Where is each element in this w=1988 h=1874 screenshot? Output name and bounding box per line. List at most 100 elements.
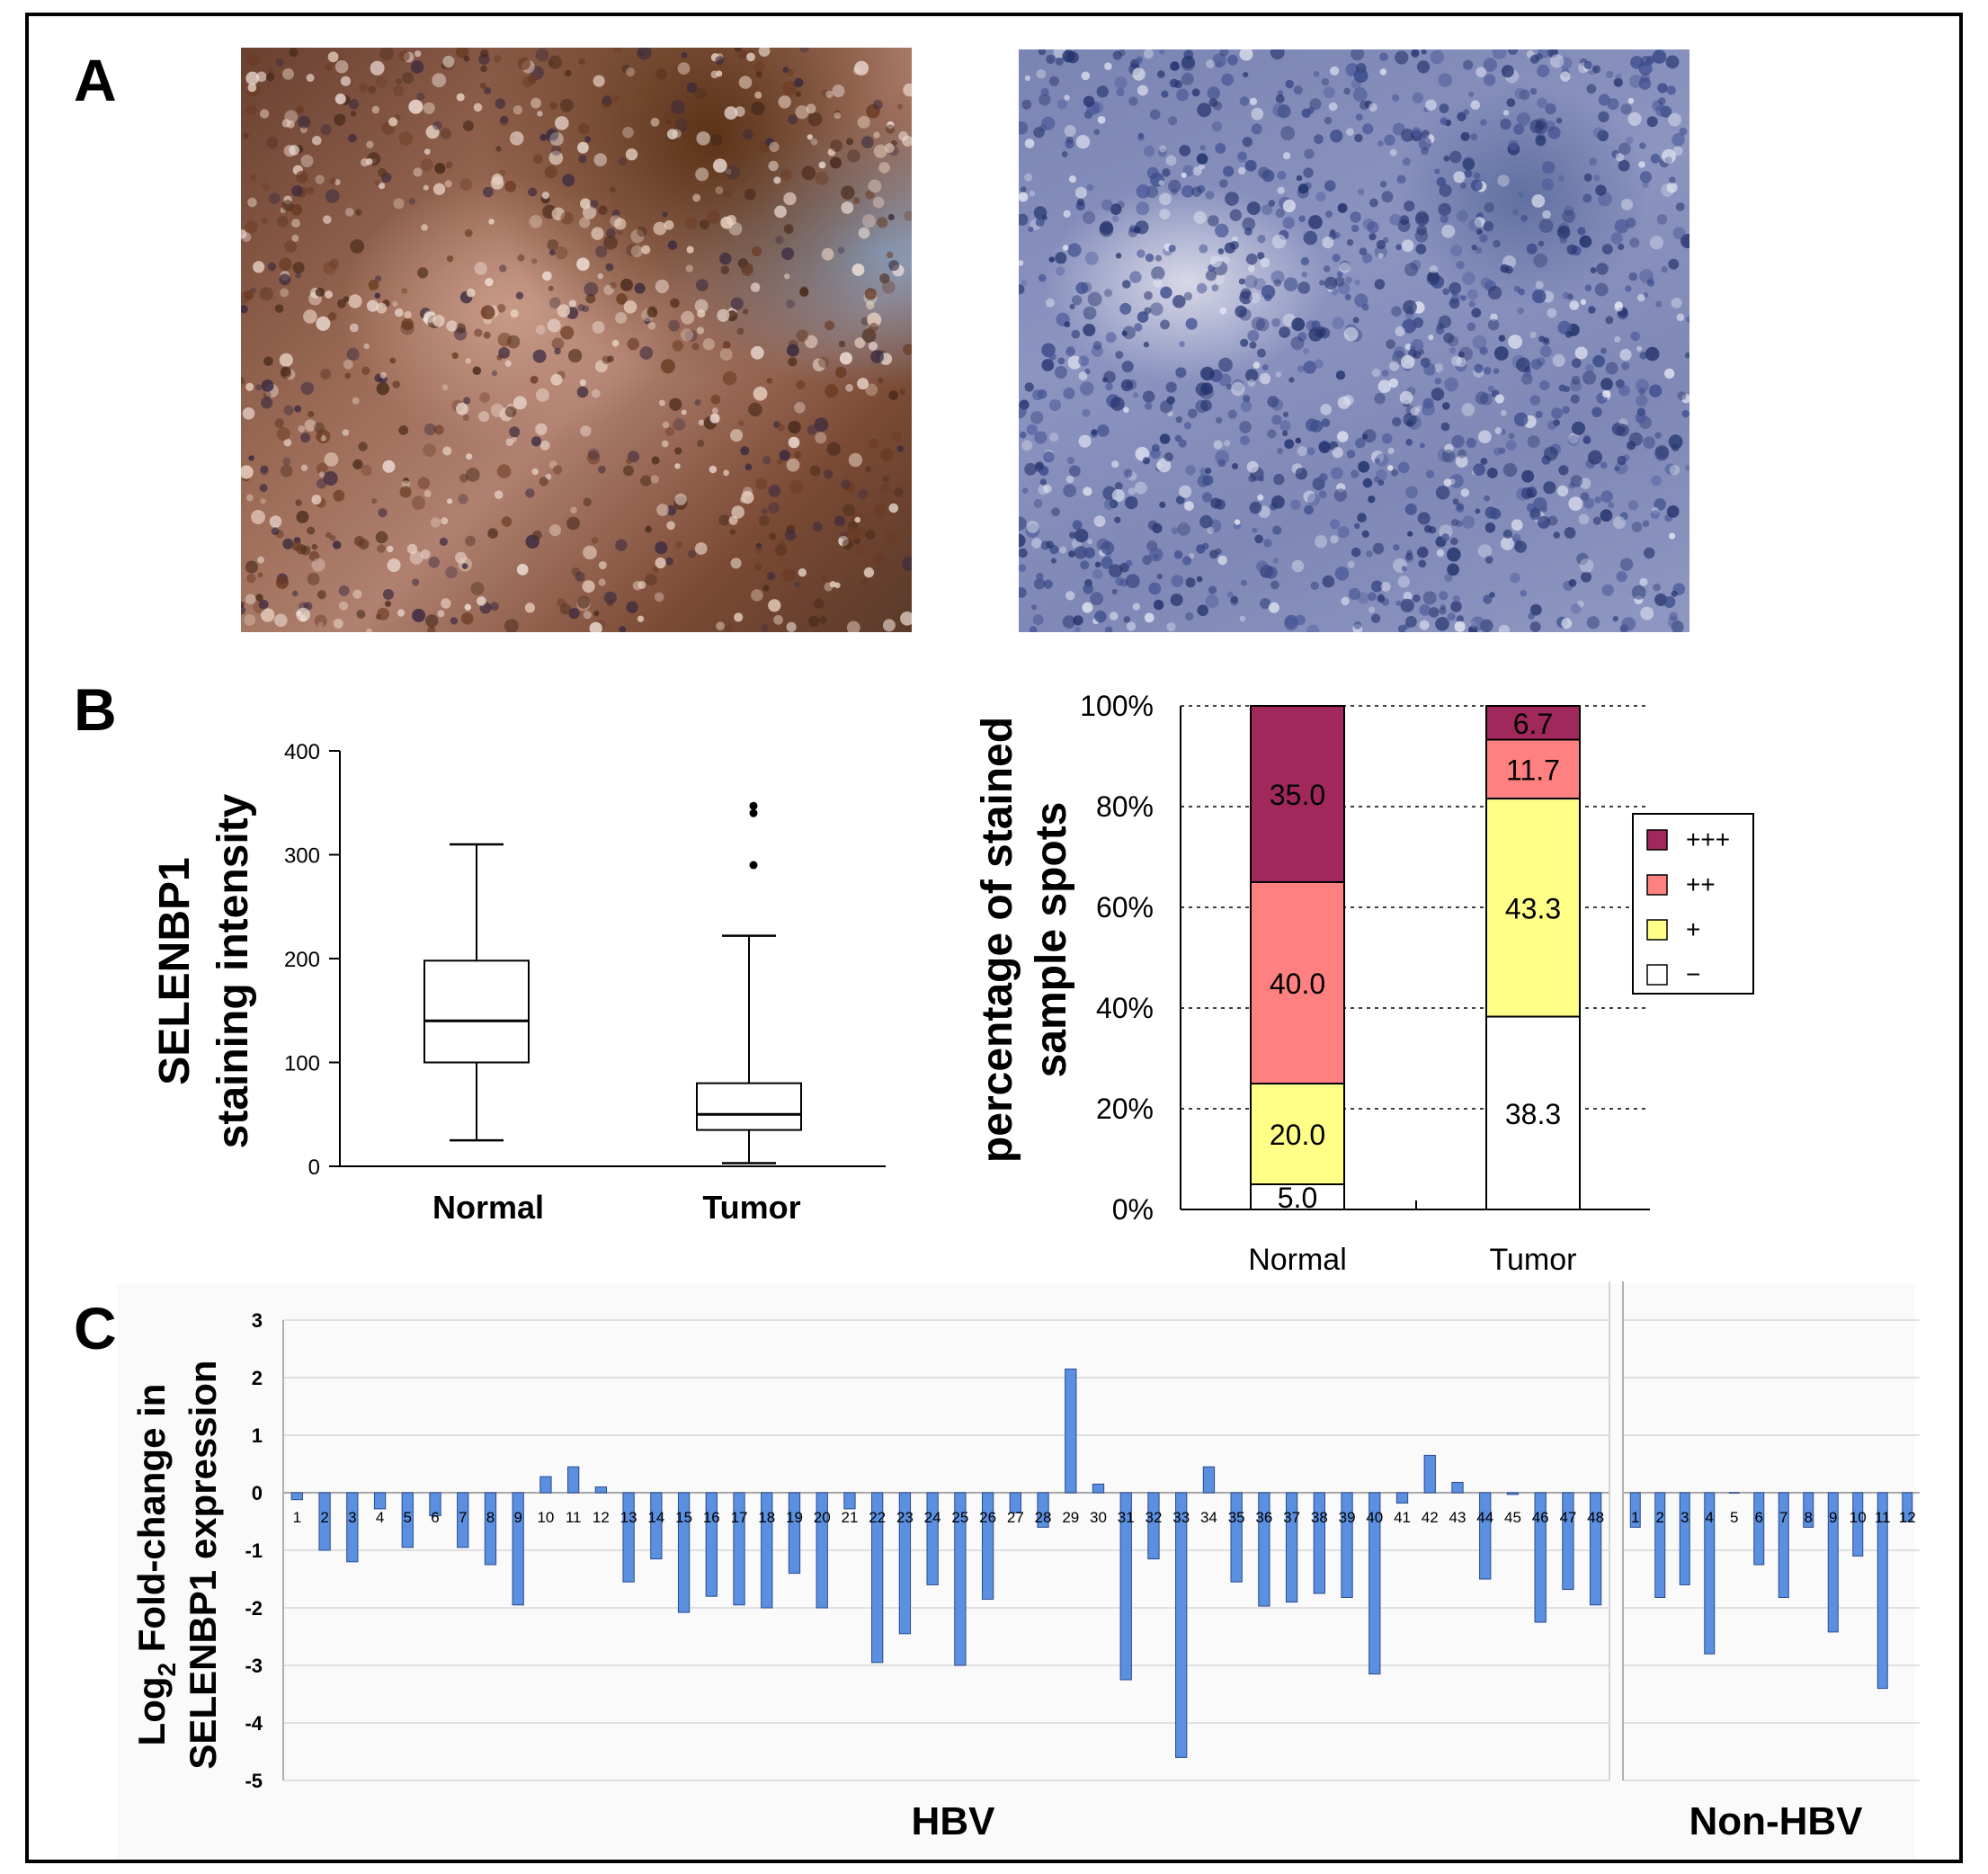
fold-ytick-label-1: 1 <box>252 1424 263 1447</box>
fold-category-label-hbv-27: 27 <box>1007 1509 1024 1526</box>
legend-label-minus: − <box>1686 960 1700 988</box>
fold-ytick-label--4: -4 <box>245 1712 263 1735</box>
fold-bar-non-hbv-11 <box>1877 1492 1888 1690</box>
fold-category-label-hbv-10: 10 <box>537 1509 554 1526</box>
fold-bar-hbv-12 <box>594 1486 608 1494</box>
stacked-ytick-label-60: 60% <box>1096 891 1154 924</box>
fold-category-label-non-hbv-11: 11 <box>1875 1509 1891 1526</box>
legend-swatch-plus3 <box>1646 829 1668 851</box>
boxplot-xlabel-tumor: Tumor <box>702 1189 800 1226</box>
fold-bar-non-hbv-3 <box>1679 1492 1690 1585</box>
fold-ytick-label--1: -1 <box>245 1539 263 1562</box>
figure-frame <box>25 13 1963 1863</box>
fold-bar-non-hbv-9 <box>1827 1492 1839 1633</box>
fold-category-label-non-hbv-3: 3 <box>1680 1509 1689 1526</box>
fold-category-label-hbv-9: 9 <box>513 1509 522 1526</box>
fold-bar-hbv-43 <box>1451 1481 1464 1494</box>
fold-bar-hbv-19 <box>788 1492 801 1575</box>
fold-category-label-hbv-2: 2 <box>320 1509 328 1526</box>
fold-category-label-non-hbv-10: 10 <box>1850 1509 1867 1526</box>
fold-category-label-hbv-13: 13 <box>620 1509 637 1526</box>
fold-bar-hbv-14 <box>650 1492 663 1560</box>
boxplot-xlabel-normal: Normal <box>432 1189 544 1226</box>
fold-bar-hbv-21 <box>843 1492 856 1510</box>
box-tumor-outlier-0 <box>749 861 758 870</box>
fold-category-label-hbv-30: 30 <box>1090 1509 1107 1526</box>
legend-swatch-minus <box>1646 964 1668 986</box>
fold-category-label-hbv-17: 17 <box>731 1509 748 1526</box>
stacked-legend: +++ ++ + − <box>1632 813 1754 995</box>
boxplot-ytick-label-0: 0 <box>308 1156 320 1180</box>
fold-bar-hbv-18 <box>761 1492 773 1609</box>
fold-category-label-hbv-26: 26 <box>979 1509 996 1526</box>
fold-bar-hbv-5 <box>401 1492 414 1548</box>
stacked-bar-label-tumor-seg-2: 11.7 <box>1506 754 1560 786</box>
stacked-bar-label-normal-seg-2: 40.0 <box>1270 968 1325 1000</box>
fold-bar-hbv-11 <box>567 1466 580 1494</box>
boxplot-chart: SELENBP1 staining intensity 0 100 200 300 40… <box>151 740 886 1226</box>
fold-category-label-hbv-6: 6 <box>431 1509 439 1526</box>
fold-bar-hbv-33 <box>1175 1492 1188 1758</box>
fold-bar-hbv-41 <box>1395 1492 1409 1504</box>
fold-bar-hbv-45 <box>1506 1492 1520 1495</box>
fold-category-label-hbv-14: 14 <box>647 1509 664 1526</box>
stacked-bar-label-normal-seg-3: 35.0 <box>1270 779 1325 811</box>
fold-category-label-hbv-33: 33 <box>1172 1509 1190 1526</box>
legend-label-plus1: + <box>1686 915 1700 943</box>
fold-category-label-non-hbv-2: 2 <box>1656 1509 1664 1526</box>
fold-category-label-hbv-41: 41 <box>1394 1509 1411 1526</box>
fold-category-label-hbv-43: 43 <box>1449 1509 1466 1526</box>
fold-bar-hbv-37 <box>1285 1492 1298 1603</box>
stacked-ytick-label-20: 20% <box>1096 1093 1154 1125</box>
fold-bar-hbv-31 <box>1119 1492 1132 1681</box>
fold-ylabel-line1: Log2 Fold-change in <box>130 1384 181 1746</box>
fold-bar-hbv-16 <box>705 1492 718 1597</box>
fold-category-label-hbv-34: 34 <box>1200 1509 1217 1526</box>
fold-bar-hbv-27 <box>1009 1492 1021 1513</box>
stacked-bar-label-tumor-seg-0: 38.3 <box>1505 1098 1561 1130</box>
fold-category-label-non-hbv-9: 9 <box>1829 1509 1837 1526</box>
fold-bar-hbv-15 <box>677 1492 691 1613</box>
legend-swatch-plus2 <box>1646 874 1668 896</box>
fold-ytick-label--5: -5 <box>245 1770 263 1792</box>
legend-swatch-plus1 <box>1646 919 1668 941</box>
stacked-bar-tumor-seg-1 <box>1485 798 1581 1018</box>
stacked-bar-label-tumor-seg-3: 6.7 <box>1513 708 1553 740</box>
fold-category-label-hbv-42: 42 <box>1422 1509 1439 1526</box>
boxplot-ylabel-line2: staining intensity <box>209 793 257 1148</box>
fold-category-label-hbv-11: 11 <box>566 1509 582 1526</box>
stacked-bar-label-normal-seg-0: 5.0 <box>1278 1182 1317 1214</box>
boxplot-ytick-label-300: 300 <box>284 844 320 869</box>
stacked-bar-chart: percentage of stained sample spots 0% 20%… <box>974 690 1754 1277</box>
fold-bar-non-hbv-1 <box>1629 1492 1641 1528</box>
panel-label-c: C <box>74 1295 117 1361</box>
fold-bar-hbv-46 <box>1534 1492 1547 1623</box>
fold-bar-non-hbv-8 <box>1803 1492 1814 1528</box>
stacked-bar-label-normal-seg-1: 20.0 <box>1270 1119 1325 1151</box>
fold-category-label-hbv-36: 36 <box>1255 1509 1272 1526</box>
fold-bar-hbv-34 <box>1202 1466 1216 1494</box>
fold-category-label-non-hbv-12: 12 <box>1899 1509 1916 1526</box>
fold-category-label-hbv-46: 46 <box>1532 1509 1549 1526</box>
fold-category-label-hbv-35: 35 <box>1228 1509 1245 1526</box>
fold-bar-non-hbv-2 <box>1654 1492 1666 1598</box>
fold-category-label-hbv-47: 47 <box>1559 1509 1576 1526</box>
fold-bar-hbv-29 <box>1065 1368 1077 1494</box>
fold-category-label-hbv-8: 8 <box>486 1509 495 1526</box>
fold-category-label-hbv-18: 18 <box>758 1509 775 1526</box>
fold-category-label-hbv-19: 19 <box>786 1509 803 1526</box>
fold-category-label-non-hbv-6: 6 <box>1755 1509 1763 1526</box>
fold-bar-hbv-22 <box>871 1492 884 1664</box>
fold-bar-hbv-9 <box>512 1492 524 1606</box>
fold-bar-hbv-47 <box>1562 1492 1574 1591</box>
fold-bar-hbv-17 <box>733 1492 745 1606</box>
boxplot-ytick-label-200: 200 <box>284 948 320 972</box>
stacked-xlabel-normal: Normal <box>1248 1243 1347 1277</box>
legend-label-plus3: +++ <box>1686 825 1730 853</box>
stacked-ytick-label-40: 40% <box>1096 992 1154 1024</box>
box-tumor-outlier-2 <box>749 801 758 810</box>
fold-category-label-hbv-45: 45 <box>1504 1509 1521 1526</box>
fold-category-label-hbv-38: 38 <box>1311 1509 1328 1526</box>
fold-bar-hbv-7 <box>457 1492 469 1548</box>
